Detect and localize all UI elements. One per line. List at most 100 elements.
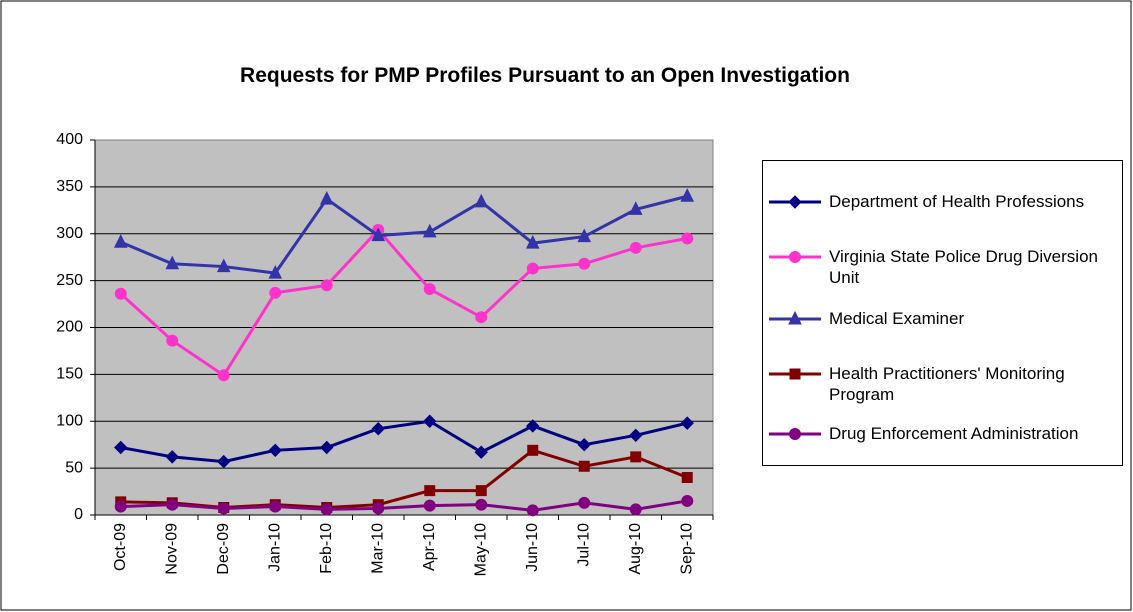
x-tick-label: Apr-10 [421, 523, 438, 571]
marker [630, 451, 642, 463]
y-tick-label: 250 [56, 272, 83, 289]
legend-entry: Health Practitioners' Monitoring Program [763, 363, 1123, 405]
marker [577, 437, 591, 452]
marker [165, 255, 180, 270]
marker [789, 368, 801, 380]
marker [789, 251, 801, 263]
y-tick-label: 200 [56, 319, 83, 336]
marker [320, 503, 333, 516]
x-tick-label: Jun-10 [524, 523, 541, 572]
legend-entry: Drug Enforcement Administration [763, 423, 1123, 444]
y-tick-label: 100 [56, 412, 83, 429]
x-tick-label: Jan-10 [266, 523, 283, 572]
marker [371, 227, 386, 242]
marker [578, 257, 591, 270]
marker [113, 234, 128, 248]
legend-label: Drug Enforcement Administration [829, 424, 1079, 443]
marker [526, 262, 539, 275]
marker [165, 450, 179, 464]
marker [372, 502, 385, 515]
marker [475, 485, 487, 497]
legend: Department of Health Professions Virginia… [762, 160, 1123, 466]
marker [474, 445, 488, 459]
marker [114, 440, 128, 455]
legend-label: Department of Health Professions [829, 192, 1085, 211]
y-tick-label: 0 [74, 506, 83, 523]
marker [269, 286, 282, 299]
legend-swatch [769, 310, 821, 325]
marker [526, 419, 540, 433]
marker [628, 201, 643, 215]
marker [268, 443, 282, 458]
marker [578, 460, 590, 472]
marker [788, 195, 802, 209]
x-tick-label: Oct-09 [112, 523, 129, 571]
marker [789, 428, 801, 440]
series-line [120, 499, 688, 512]
marker [788, 310, 802, 325]
y-tick-label: 300 [56, 225, 83, 242]
x-tick-label: Nov-09 [163, 523, 180, 575]
marker [216, 258, 231, 273]
legend-swatch [769, 428, 821, 440]
chart-title: Requests for PMP Profiles Pursuant to an… [240, 64, 850, 87]
marker [577, 228, 592, 243]
marker [166, 334, 179, 347]
series-line [119, 227, 688, 378]
marker [371, 422, 385, 436]
marker [114, 500, 127, 513]
x-tick-label: Sep-10 [678, 523, 695, 575]
x-tick-label: Mar-10 [369, 523, 386, 574]
x-tick-label: Aug-10 [627, 523, 644, 575]
marker [629, 503, 642, 516]
marker [681, 472, 693, 483]
legend-swatch [769, 195, 821, 209]
legend-label: Health Practitioners' Monitoring Program [829, 364, 1065, 404]
marker [424, 485, 436, 497]
marker [217, 502, 230, 515]
marker [475, 498, 488, 511]
legend-label: Virginia State Police Drug Diversion Uni… [829, 247, 1098, 287]
y-tick-label: 400 [56, 131, 83, 148]
y-tick-label: 150 [56, 366, 83, 383]
marker [320, 440, 334, 455]
marker [475, 311, 488, 324]
marker [474, 193, 489, 208]
series-line [120, 194, 688, 275]
marker [681, 494, 694, 507]
marker [525, 235, 540, 249]
marker [629, 428, 643, 443]
legend-entry: Virginia State Police Drug Diversion Uni… [763, 246, 1123, 288]
marker [681, 232, 694, 245]
legend-entry: Medical Examiner [763, 308, 1123, 329]
y-tick-label: 350 [56, 178, 83, 195]
legend-swatch [769, 368, 821, 380]
marker [423, 283, 436, 296]
series-line [120, 419, 688, 464]
marker [526, 504, 539, 517]
marker [578, 496, 591, 509]
marker [680, 188, 695, 202]
marker [217, 369, 230, 382]
marker [680, 416, 694, 430]
marker [114, 287, 127, 300]
marker [629, 241, 642, 254]
marker [269, 500, 282, 513]
x-tick-label: Jul-10 [575, 523, 592, 567]
marker [423, 414, 437, 428]
marker [422, 223, 437, 238]
marker [217, 454, 231, 469]
marker [268, 265, 283, 279]
legend-swatch [769, 251, 821, 263]
marker [527, 444, 539, 456]
marker [319, 190, 334, 205]
marker [166, 498, 179, 511]
legend-entry: Department of Health Professions [763, 191, 1123, 212]
x-tick-label: May-10 [472, 523, 489, 576]
x-tick-label: Feb-10 [318, 523, 335, 574]
y-tick-label: 50 [65, 459, 83, 476]
x-tick-label: Dec-09 [215, 523, 232, 575]
legend-label: Medical Examiner [829, 309, 965, 328]
marker [423, 499, 436, 512]
